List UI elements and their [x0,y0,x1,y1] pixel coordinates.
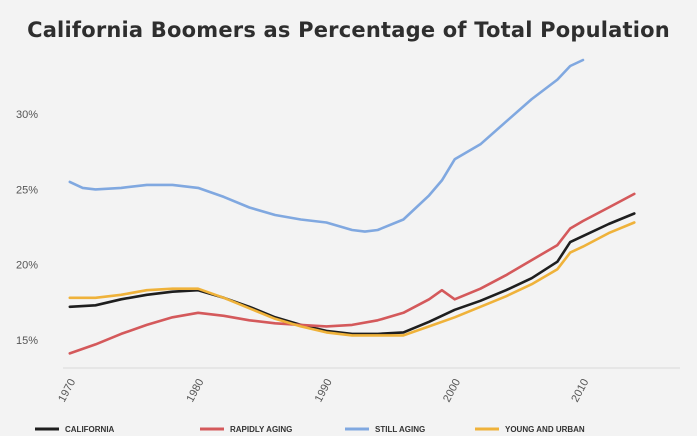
x-tick-label: 1970 [56,377,78,404]
x-tick-label: 2010 [569,377,591,404]
y-tick-label: 15% [16,335,38,347]
series-line [68,58,585,233]
x-tick-label: 1990 [313,377,335,404]
y-tick-label: 25% [16,184,38,196]
x-tick-label: 1980 [184,377,206,404]
legend-label: CALIFORNIA [65,425,115,434]
y-tick-label: 30% [16,109,38,121]
series-line [68,221,636,337]
series-line [68,192,636,355]
legend-label: RAPIDLY AGING [230,425,292,434]
series-line [68,212,636,336]
x-tick-label: 2000 [441,377,463,404]
legend: CALIFORNIA RAPIDLY AGING STILL AGING YOUNG … [35,425,585,434]
y-tick-label: 20% [16,260,38,272]
y-axis-ticks: 15% 20% 25% 30% [16,109,38,347]
chart-title: California Boomers as Percentage of Tota… [27,18,670,42]
legend-label: STILL AGING [375,425,425,434]
legend-label: YOUNG AND URBAN [505,425,585,434]
series-lines [68,58,636,355]
x-axis: 1970 1980 1990 2000 2010 [56,367,680,404]
